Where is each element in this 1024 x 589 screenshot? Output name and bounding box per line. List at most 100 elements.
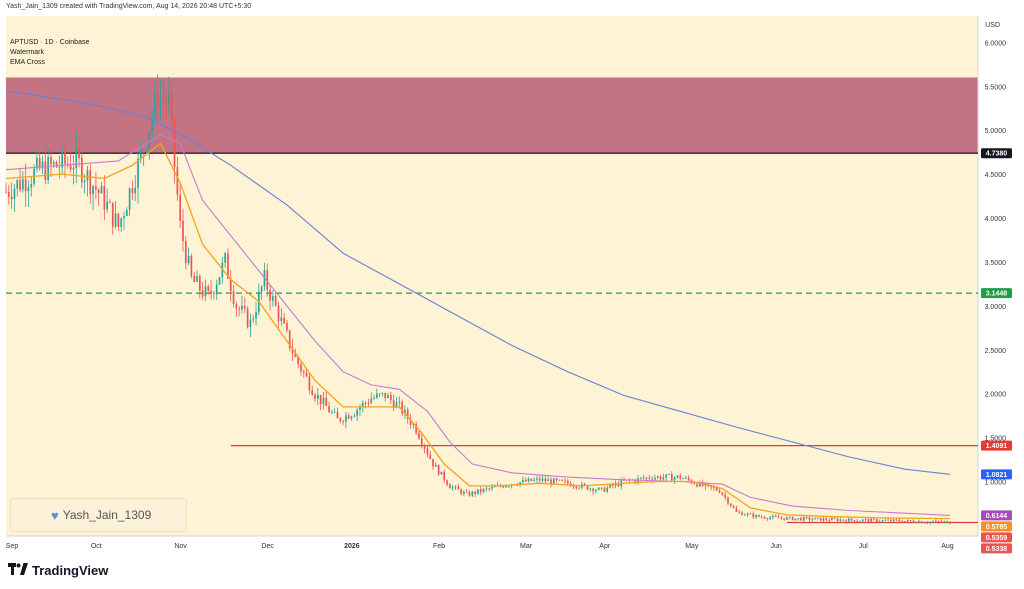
candle-body — [522, 479, 524, 483]
candle-body — [454, 486, 457, 488]
price-badge-label: 0.6144 — [986, 513, 1008, 520]
candle-body — [423, 445, 426, 449]
x-tick-label: Dec — [261, 543, 274, 550]
candle-body — [170, 94, 173, 120]
candle-body — [842, 519, 844, 521]
candle-body — [342, 421, 344, 423]
candle-body — [154, 92, 156, 118]
candle-body — [623, 480, 625, 481]
candle-body — [384, 392, 387, 399]
legend-symbol[interactable]: APTUSD · 1D · Coinbase — [10, 39, 90, 46]
candle-body — [350, 416, 353, 419]
price-badge — [981, 469, 1012, 480]
candle-body — [468, 492, 471, 496]
chart-container[interactable]: 6.0000 5.5000 5.0000 4.5000 4.0000 3.5000 3.00… — [0, 16, 1024, 554]
candle-body — [679, 475, 682, 479]
candle-body — [7, 191, 10, 197]
candle-body — [847, 518, 850, 522]
candle-body — [378, 393, 381, 395]
candle-body — [297, 356, 300, 365]
x-tick-label: Sep — [6, 543, 19, 550]
candle-body — [328, 406, 330, 413]
candle-body — [794, 518, 797, 521]
price-badge-label: 0.5359 — [986, 535, 1008, 542]
candle-body — [198, 276, 201, 291]
legend-watermark[interactable]: Watermark — [10, 49, 44, 56]
candle-body — [302, 371, 305, 373]
candle-body — [210, 290, 212, 293]
candle-body — [241, 305, 243, 310]
candle-body — [595, 489, 597, 492]
candle-body — [440, 471, 443, 475]
candle-body — [336, 411, 339, 419]
candle-body — [825, 518, 828, 520]
candle-body — [805, 517, 808, 518]
candle-body — [788, 516, 791, 518]
candle-body — [659, 476, 662, 480]
candle-body — [527, 478, 530, 482]
candle-body — [398, 401, 401, 403]
candle-body — [5, 191, 7, 193]
candle-body — [575, 486, 578, 488]
x-tick-label: Jul — [859, 543, 868, 550]
candle-body — [488, 488, 491, 490]
candle-body — [926, 522, 929, 524]
candle-body — [505, 486, 507, 488]
candle-body — [207, 286, 210, 291]
candle-body — [137, 158, 139, 188]
candle-body — [215, 284, 218, 294]
candle-body — [465, 491, 468, 493]
candle-body — [772, 515, 774, 518]
candle-body — [471, 491, 474, 496]
candle-body — [156, 92, 159, 108]
candle-body — [227, 253, 229, 279]
candle-body — [611, 484, 614, 486]
footer-brand[interactable]: TradingView — [32, 563, 109, 578]
candle-body — [13, 188, 16, 200]
legend-ema-cross[interactable]: EMA Cross — [10, 59, 46, 66]
candle-body — [749, 513, 752, 515]
candle-body — [687, 477, 690, 481]
candle-body — [915, 522, 918, 524]
candle-body — [97, 189, 100, 194]
candle-body — [766, 518, 769, 520]
candle-body — [861, 519, 864, 521]
candle-body — [651, 478, 653, 480]
candle-body — [249, 319, 252, 328]
candle-body — [457, 486, 460, 490]
candle-body — [881, 520, 884, 522]
candle-body — [429, 454, 432, 459]
candle-body — [718, 490, 721, 493]
candle-body — [906, 520, 909, 522]
x-tick-label: Mar — [520, 543, 533, 550]
candle-body — [724, 494, 727, 498]
x-tick-label: Aug — [941, 543, 954, 550]
candle-body — [182, 220, 184, 242]
price-badge — [981, 148, 1012, 159]
candle-body — [943, 521, 946, 523]
candle-body — [853, 520, 856, 522]
price-chart[interactable]: 6.0000 5.5000 5.0000 4.5000 4.0000 3.5000 3.00… — [0, 16, 1024, 554]
price-badge — [981, 532, 1012, 543]
tradingview-logo-icon[interactable] — [8, 563, 28, 578]
candle-body — [173, 119, 176, 168]
candle-body — [260, 286, 263, 292]
candle-body — [564, 480, 566, 482]
candle-body — [811, 519, 814, 521]
candle-body — [617, 483, 620, 487]
candle-body — [800, 518, 802, 521]
candle-body — [878, 521, 881, 523]
candle-body — [932, 521, 934, 523]
candle-body — [864, 519, 867, 520]
candle-body — [148, 131, 151, 149]
candle-body — [364, 402, 367, 404]
candle-body — [541, 478, 544, 481]
candle-body — [609, 484, 611, 488]
candle-body — [758, 514, 760, 517]
y-tick-label: 6.0000 — [985, 40, 1007, 47]
candle-body — [524, 479, 527, 482]
candle-body — [670, 474, 673, 481]
candle-body — [243, 305, 246, 309]
candle-body — [347, 415, 350, 419]
candle-body — [592, 488, 594, 492]
